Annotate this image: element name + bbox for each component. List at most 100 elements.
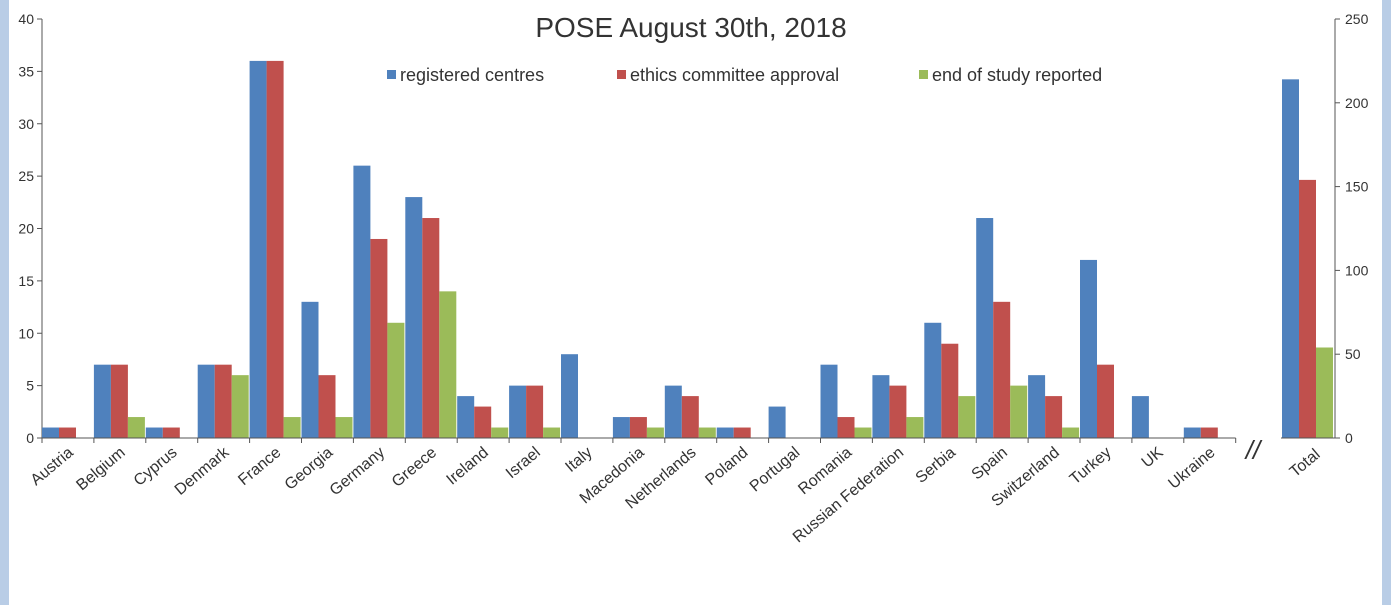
- bar-georgia-ethics-committee-approval: [319, 375, 336, 438]
- bar-denmark-end-of-study-reported: [232, 375, 249, 438]
- bar-turkey-registered-centres: [1080, 260, 1097, 438]
- right-tick-label: 200: [1345, 95, 1369, 111]
- bar-france-registered-centres: [250, 61, 267, 438]
- x-label-germany: Germany: [327, 444, 388, 499]
- bar-germany-registered-centres: [353, 166, 370, 438]
- legend-label-end-of-study: end of study reported: [932, 65, 1102, 85]
- bar-turkey-ethics-committee-approval: [1097, 365, 1114, 438]
- left-tick-label: 25: [18, 168, 34, 184]
- legend-swatch-end-of-study: [919, 70, 928, 79]
- x-label-portugal: Portugal: [747, 444, 804, 495]
- x-label-ireland: Ireland: [444, 444, 492, 488]
- legend-label-ethics: ethics committee approval: [630, 65, 839, 85]
- bar-netherlands-end-of-study-reported: [699, 428, 716, 438]
- bar-spain-end-of-study-reported: [1010, 386, 1027, 438]
- bar-france-ethics-committee-approval: [267, 61, 284, 438]
- bar-total-ethics-committee-approval: [1299, 180, 1316, 438]
- bar-greece-ethics-committee-approval: [422, 218, 439, 438]
- bar-spain-registered-centres: [976, 218, 993, 438]
- left-tick-label: 10: [18, 325, 34, 341]
- bar-ireland-registered-centres: [457, 396, 474, 438]
- total-bars: [1282, 79, 1333, 438]
- bar-romania-end-of-study-reported: [855, 428, 872, 438]
- bar-russian-federation-ethics-committee-approval: [889, 386, 906, 438]
- left-tick-label: 40: [18, 11, 34, 27]
- left-tick-label: 35: [18, 63, 34, 79]
- bar-greece-registered-centres: [405, 197, 422, 438]
- bar-belgium-end-of-study-reported: [128, 417, 145, 438]
- x-label-denmark: Denmark: [172, 443, 233, 498]
- bar-poland-registered-centres: [717, 428, 734, 438]
- bar-switzerland-ethics-committee-approval: [1045, 396, 1062, 438]
- x-label-ukraine: Ukraine: [1165, 444, 1218, 493]
- bar-belgium-registered-centres: [94, 365, 111, 438]
- bar-austria-registered-centres: [42, 428, 59, 438]
- bar-total-end-of-study-reported: [1316, 347, 1333, 438]
- bar-ireland-ethics-committee-approval: [474, 407, 491, 438]
- x-label-serbia: Serbia: [913, 444, 959, 487]
- bar-serbia-ethics-committee-approval: [941, 344, 958, 438]
- bar-total-registered-centres: [1282, 79, 1299, 438]
- bar-israel-end-of-study-reported: [543, 428, 560, 438]
- right-y-axis: 0 50 100 150 200 250: [1335, 11, 1369, 446]
- x-label-poland: Poland: [702, 444, 751, 489]
- right-tick-label: 0: [1345, 430, 1353, 446]
- x-label-total: Total: [1287, 446, 1324, 481]
- left-tick-label: 0: [26, 430, 34, 446]
- bar-serbia-registered-centres: [924, 323, 941, 438]
- bar-macedonia-end-of-study-reported: [647, 428, 664, 438]
- bar-cyprus-ethics-committee-approval: [163, 428, 180, 438]
- bar-netherlands-ethics-committee-approval: [682, 396, 699, 438]
- bar-germany-ethics-committee-approval: [370, 239, 387, 438]
- axis-break-mark: //: [1244, 435, 1263, 465]
- x-label-italy: Italy: [562, 444, 595, 476]
- left-tick-label: 20: [18, 221, 34, 237]
- left-tick-label: 15: [18, 273, 34, 289]
- bar-ukraine-registered-centres: [1184, 428, 1201, 438]
- bar-israel-ethics-committee-approval: [526, 386, 543, 438]
- bars: [42, 61, 1218, 438]
- bar-macedonia-ethics-committee-approval: [630, 417, 647, 438]
- x-label-greece: Greece: [389, 444, 440, 491]
- x-label-spain: Spain: [969, 444, 1011, 483]
- chart-frame: POSE August 30th, 2018 registered centre…: [9, 0, 1382, 605]
- legend: registered centres ethics committee appr…: [387, 65, 1102, 85]
- x-label-belgium: Belgium: [73, 444, 128, 494]
- chart-title: POSE August 30th, 2018: [535, 12, 846, 43]
- bar-italy-registered-centres: [561, 354, 578, 438]
- legend-swatch-ethics: [617, 70, 626, 79]
- legend-swatch-registered: [387, 70, 396, 79]
- bar-romania-ethics-committee-approval: [838, 417, 855, 438]
- bar-russian-federation-end-of-study-reported: [906, 417, 923, 438]
- right-tick-label: 100: [1345, 262, 1369, 278]
- bar-spain-ethics-committee-approval: [993, 302, 1010, 438]
- bar-georgia-registered-centres: [302, 302, 319, 438]
- bar-netherlands-registered-centres: [665, 386, 682, 438]
- bar-israel-registered-centres: [509, 386, 526, 438]
- bar-germany-end-of-study-reported: [387, 323, 404, 438]
- left-y-axis: 0 5 10 15 20 25 30 35 40: [18, 11, 42, 446]
- x-label-austria: Austria: [28, 444, 77, 489]
- bar-denmark-ethics-committee-approval: [215, 365, 232, 438]
- x-label-israel: Israel: [503, 444, 544, 482]
- right-tick-label: 250: [1345, 11, 1369, 27]
- right-tick-label: 150: [1345, 179, 1369, 195]
- bar-switzerland-end-of-study-reported: [1062, 428, 1079, 438]
- x-label-turkey: Turkey: [1067, 444, 1115, 488]
- right-tick-label: 50: [1345, 346, 1361, 362]
- x-label-cyprus: Cyprus: [131, 444, 181, 490]
- left-tick-label: 5: [26, 378, 34, 394]
- bar-austria-ethics-committee-approval: [59, 428, 76, 438]
- bar-chart: POSE August 30th, 2018 registered centre…: [9, 0, 1382, 605]
- bar-georgia-end-of-study-reported: [336, 417, 353, 438]
- bar-switzerland-registered-centres: [1028, 375, 1045, 438]
- x-label-uk: UK: [1139, 444, 1167, 472]
- bar-russian-federation-registered-centres: [872, 375, 889, 438]
- bar-denmark-registered-centres: [198, 365, 215, 438]
- bar-romania-registered-centres: [821, 365, 838, 438]
- bar-uk-registered-centres: [1132, 396, 1149, 438]
- bar-portugal-registered-centres: [769, 407, 786, 438]
- bar-ukraine-ethics-committee-approval: [1201, 428, 1218, 438]
- bar-ireland-end-of-study-reported: [491, 428, 508, 438]
